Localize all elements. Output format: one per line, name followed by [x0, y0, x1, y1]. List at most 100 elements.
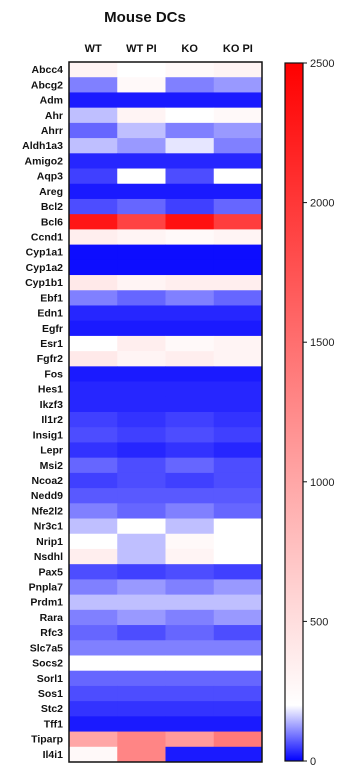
row-label: Prdm1: [30, 597, 63, 609]
heatmap-cell: [213, 427, 263, 443]
heatmap-cell: [117, 259, 166, 276]
heatmap-cell: [69, 290, 118, 306]
heatmap-cell: [165, 229, 215, 246]
heatmap-cell: [213, 625, 263, 641]
heatmap-cell: [165, 685, 215, 702]
heatmap-cell: [117, 442, 166, 459]
heatmap-cell: [213, 229, 263, 246]
heatmap-cell: [165, 701, 215, 717]
column-label: WT PI: [126, 43, 157, 55]
heatmap-cell: [69, 579, 118, 596]
heatmap-cell: [117, 685, 166, 702]
heatmap-cell: [117, 214, 166, 230]
heatmap-cell: [69, 701, 118, 717]
heatmap-cell: [165, 427, 215, 443]
heatmap-cell: [165, 625, 215, 641]
heatmap-cell: [69, 746, 118, 763]
heatmap-cell: [117, 670, 166, 687]
row-label: Cyp1a2: [26, 262, 64, 274]
heatmap-cell: [213, 640, 263, 656]
row-label: Il1r2: [41, 414, 63, 426]
heatmap-cell: [165, 533, 215, 550]
row-label: Aqp3: [37, 171, 63, 183]
heatmap-cell: [117, 533, 166, 550]
row-label: Areg: [39, 186, 63, 198]
heatmap-cell: [117, 640, 166, 656]
heatmap-cell: [69, 625, 118, 641]
heatmap-cell: [213, 305, 263, 322]
heatmap-cell: [213, 62, 263, 78]
heatmap-cell: [213, 122, 263, 139]
heatmap-cell: [69, 427, 118, 443]
heatmap-cell: [117, 366, 166, 382]
heatmap-border: [68, 61, 263, 763]
heatmap-cell: [69, 442, 118, 459]
heatmap-cell: [165, 655, 215, 672]
row-label: Bcl2: [41, 201, 63, 213]
heatmap-cell: [165, 138, 215, 154]
row-label: Ahr: [45, 110, 63, 122]
colorbar-tick-label: 2000: [310, 198, 334, 210]
heatmap-cell: [165, 168, 215, 185]
row-label: Tff1: [44, 718, 63, 730]
heatmap-cell: [69, 381, 118, 398]
row-label: Nr3c1: [34, 521, 63, 533]
heatmap-cell: [117, 701, 166, 717]
heatmap-cell: [117, 107, 166, 124]
heatmap-cell: [213, 685, 263, 702]
heatmap-cell: [117, 198, 166, 215]
heatmap-cell: [69, 564, 118, 580]
heatmap-cell: [213, 92, 263, 109]
heatmap-cell: [213, 198, 263, 215]
row-label: Adm: [40, 95, 63, 107]
heatmap-cell: [117, 183, 166, 200]
column-label: KO: [181, 43, 198, 55]
heatmap-cell: [213, 548, 263, 565]
heatmap-cell: [213, 518, 263, 535]
heatmap-cell: [165, 290, 215, 306]
heatmap-cell: [117, 305, 166, 322]
heatmap-cell: [117, 62, 166, 78]
heatmap-cell: [117, 396, 166, 413]
heatmap-cell: [213, 77, 263, 93]
heatmap-cell: [213, 594, 263, 611]
heatmap-cell: [165, 275, 215, 291]
heatmap-cell: [213, 731, 263, 748]
heatmap-cell: [165, 335, 215, 352]
heatmap-cell: [69, 183, 118, 200]
chart-title: Mouse DCs: [104, 9, 186, 26]
heatmap-cell: [165, 457, 215, 474]
heatmap-cell: [165, 731, 215, 748]
row-label: Abcc4: [31, 64, 63, 76]
row-label: Bcl6: [41, 216, 63, 228]
heatmap-cell: [165, 518, 215, 535]
heatmap-cell: [117, 168, 166, 185]
heatmap-cell: [117, 594, 166, 611]
heatmap-cell: [117, 564, 166, 580]
heatmap-cell: [69, 244, 118, 261]
heatmap-cell: [69, 503, 118, 519]
heatmap-cell: [213, 290, 263, 306]
row-label: Insig1: [33, 429, 64, 441]
heatmap-cell: [165, 62, 215, 78]
heatmap-cell: [165, 259, 215, 276]
heatmap-cell: [213, 655, 263, 672]
row-label: Ccnd1: [31, 232, 63, 244]
heatmap-cell: [117, 320, 166, 337]
heatmap-cell: [165, 396, 215, 413]
heatmap-cell: [69, 122, 118, 139]
heatmap-cell: [69, 305, 118, 322]
heatmap-cell: [165, 198, 215, 215]
heatmap-cell: [165, 609, 215, 626]
heatmap-cell: [213, 366, 263, 382]
heatmap-cell: [117, 138, 166, 154]
heatmap-cell: [69, 229, 118, 246]
heatmap-cell: [165, 564, 215, 580]
column-labels: WT WT PI KO KO PI: [85, 43, 253, 55]
heatmap-cell: [213, 533, 263, 550]
heatmap-cell: [117, 625, 166, 641]
heatmap-cell: [213, 153, 263, 169]
heatmap-cell: [117, 746, 166, 763]
row-label: Socs2: [32, 658, 63, 670]
heatmap-cell: [117, 153, 166, 169]
